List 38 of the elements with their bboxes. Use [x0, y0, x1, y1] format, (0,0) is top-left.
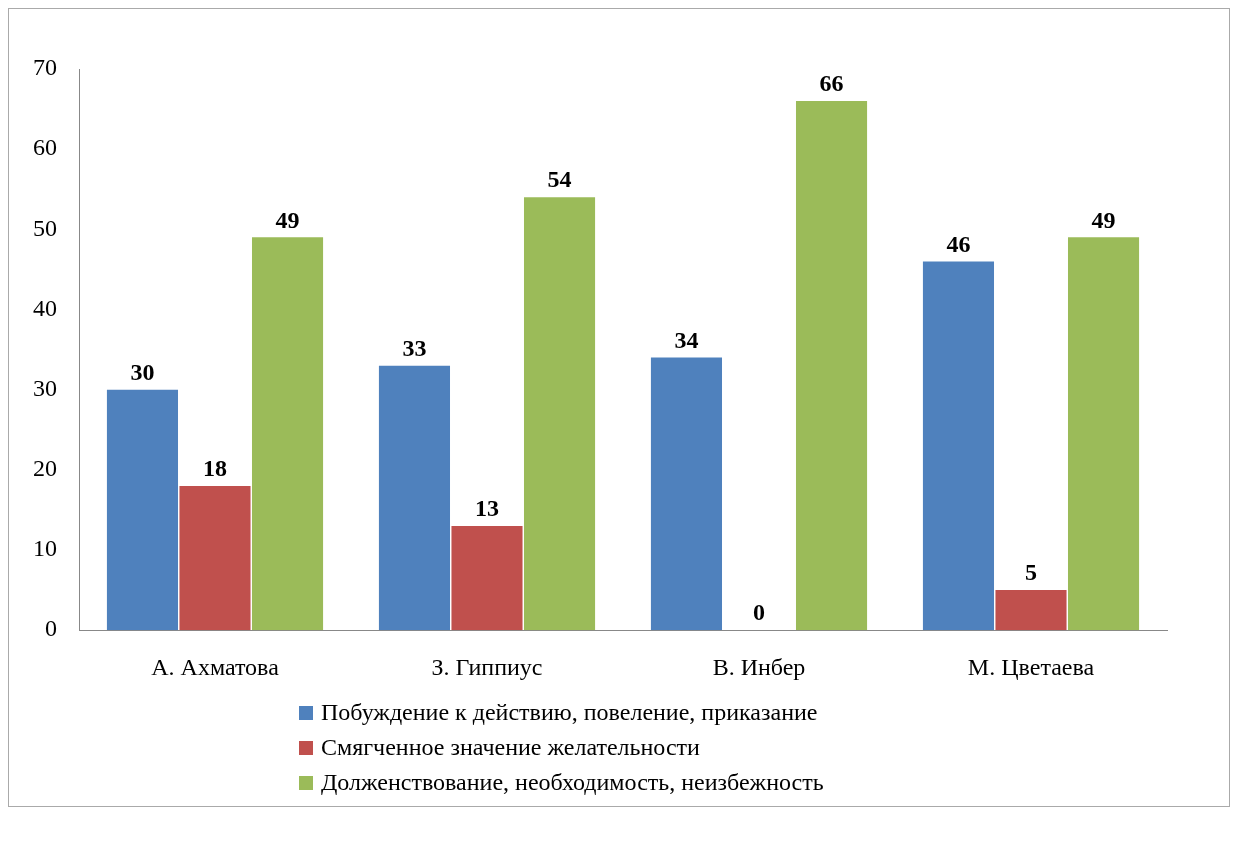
y-tick-label: 70: [33, 54, 57, 81]
bar: [378, 365, 451, 631]
data-label: 18: [203, 455, 227, 482]
bar: [1067, 237, 1140, 631]
bar: [523, 197, 596, 631]
data-label: 0: [753, 599, 765, 626]
x-tick-label: В. Инбер: [712, 653, 806, 680]
y-tick-label: 10: [33, 535, 57, 562]
y-tick-label: 40: [33, 294, 57, 321]
bar: [650, 357, 723, 631]
y-tick-label: 0: [45, 615, 57, 642]
legend-label: Смягченное значение желательности: [321, 734, 700, 761]
x-tick-label: М. Цветаева: [967, 653, 1095, 680]
data-label: 66: [819, 70, 844, 97]
legend-label: Побуждение к действию, повеление, приказание: [321, 699, 818, 726]
bar: [451, 525, 523, 631]
data-label: 49: [275, 206, 300, 233]
y-tick-label: 60: [33, 134, 57, 161]
data-label: 49: [1091, 206, 1116, 233]
bar: [179, 485, 251, 631]
y-tick-label: 30: [33, 374, 57, 401]
data-label: 30: [130, 358, 155, 385]
bar: [995, 590, 1067, 631]
data-label: 5: [1025, 559, 1037, 586]
data-label: 46: [946, 230, 971, 257]
legend-label: Долженствование, необходимость, неизбежность: [321, 769, 824, 796]
x-tick-label: А. Ахматова: [151, 653, 280, 680]
bar: [922, 261, 995, 631]
data-label: 34: [674, 326, 699, 353]
data-label: 54: [547, 166, 572, 193]
bar: [795, 101, 868, 631]
data-label: 13: [475, 495, 499, 522]
bar: [106, 389, 179, 631]
y-tick-label: 20: [33, 455, 57, 482]
x-tick-label: З. Гиппиус: [431, 653, 543, 680]
bar: [251, 237, 324, 631]
y-tick-label: 50: [33, 214, 57, 241]
data-label: 33: [402, 334, 427, 361]
